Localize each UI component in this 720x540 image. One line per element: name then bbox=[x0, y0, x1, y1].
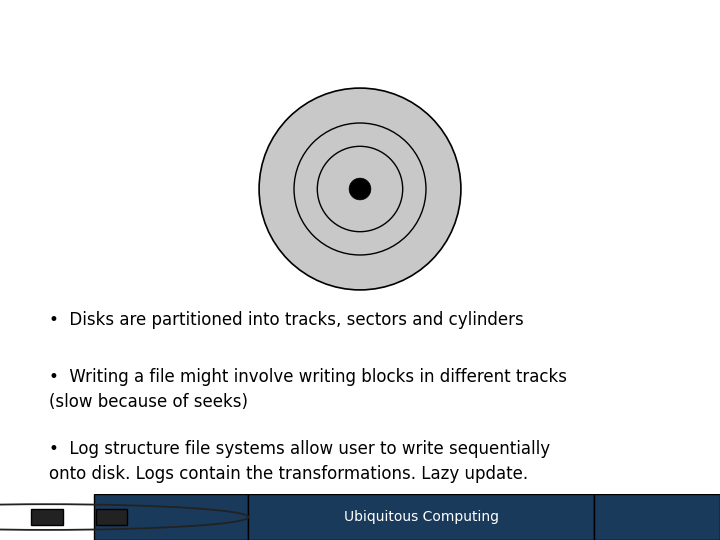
Text: •  Log structure file systems allow user to write sequentially
onto disk. Logs c: • Log structure file systems allow user … bbox=[49, 440, 550, 483]
FancyBboxPatch shape bbox=[248, 494, 594, 540]
Text: •  Writing a file might involve writing blocks in different tracks
(slow because: • Writing a file might involve writing b… bbox=[49, 368, 567, 411]
Text: Ubiquitous Computing: Ubiquitous Computing bbox=[343, 510, 499, 524]
Circle shape bbox=[349, 178, 371, 200]
Circle shape bbox=[294, 123, 426, 255]
FancyBboxPatch shape bbox=[594, 494, 720, 540]
Text: Using logs for throughput: Using logs for throughput bbox=[207, 18, 513, 38]
Circle shape bbox=[259, 88, 461, 290]
Text: •  Disks are partitioned into tracks, sectors and cylinders: • Disks are partitioned into tracks, sec… bbox=[49, 311, 524, 329]
Circle shape bbox=[318, 146, 402, 232]
FancyBboxPatch shape bbox=[31, 509, 63, 525]
FancyBboxPatch shape bbox=[94, 494, 248, 540]
FancyBboxPatch shape bbox=[96, 509, 127, 525]
